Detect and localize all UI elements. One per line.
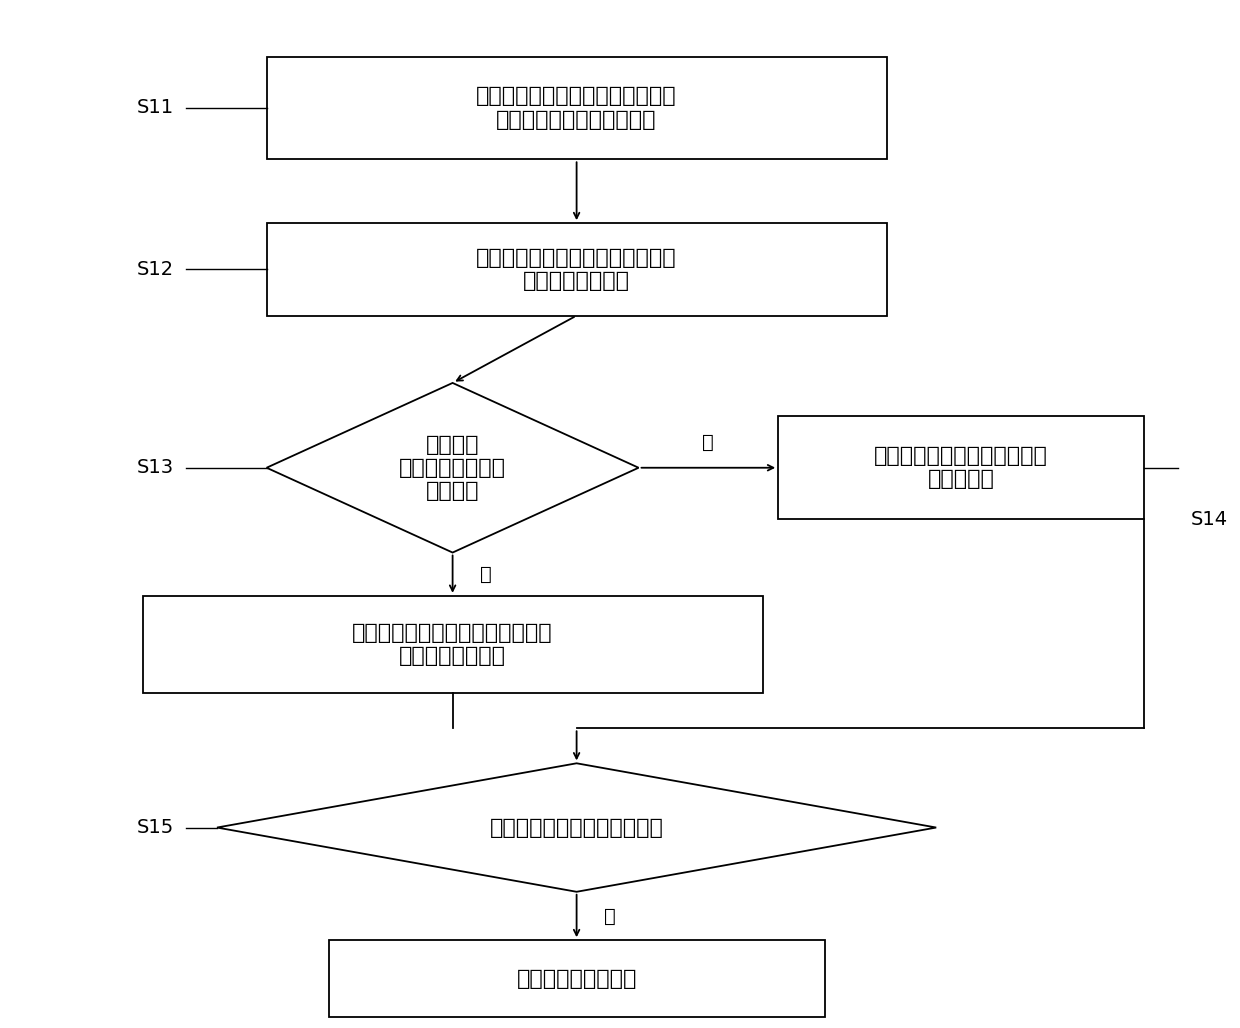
Polygon shape [267,382,639,552]
Text: 判断车牌
号是否绑定对应的
移动终端: 判断车牌 号是否绑定对应的 移动终端 [399,435,506,501]
Text: 是: 是 [480,564,491,584]
Text: 记录车辆离开停车场的时间信息并
扣除相应的停车费: 记录车辆离开停车场的时间信息并 扣除相应的停车费 [352,623,553,666]
Text: 采集进入停车场的车牌号并放行后
记录进入停车场的时间信息: 采集进入停车场的车牌号并放行后 记录进入停车场的时间信息 [476,86,677,130]
Text: 向门档发送放行命令: 向门档发送放行命令 [516,968,637,989]
Polygon shape [217,763,936,891]
Text: 提醒车辆通过人工或自助的方
式进行缴费: 提醒车辆通过人工或自助的方 式进行缴费 [874,446,1048,489]
Text: S11: S11 [136,99,174,117]
Text: S14: S14 [1190,510,1228,528]
Text: 当获取车辆离开停车场的信息时，
识别车辆的车牌号: 当获取车辆离开停车场的信息时， 识别车辆的车牌号 [476,248,677,291]
Bar [329,940,825,1018]
Bar [779,416,1145,519]
Bar [267,223,887,316]
Text: 是: 是 [604,907,615,925]
Text: 否: 否 [703,434,714,452]
Text: S13: S13 [136,458,174,477]
Text: S15: S15 [136,818,174,837]
Text: S12: S12 [136,260,174,279]
Text: 判断车辆是否缴费或扣费成功: 判断车辆是否缴费或扣费成功 [490,817,663,838]
Bar [267,57,887,159]
Bar [143,596,763,693]
